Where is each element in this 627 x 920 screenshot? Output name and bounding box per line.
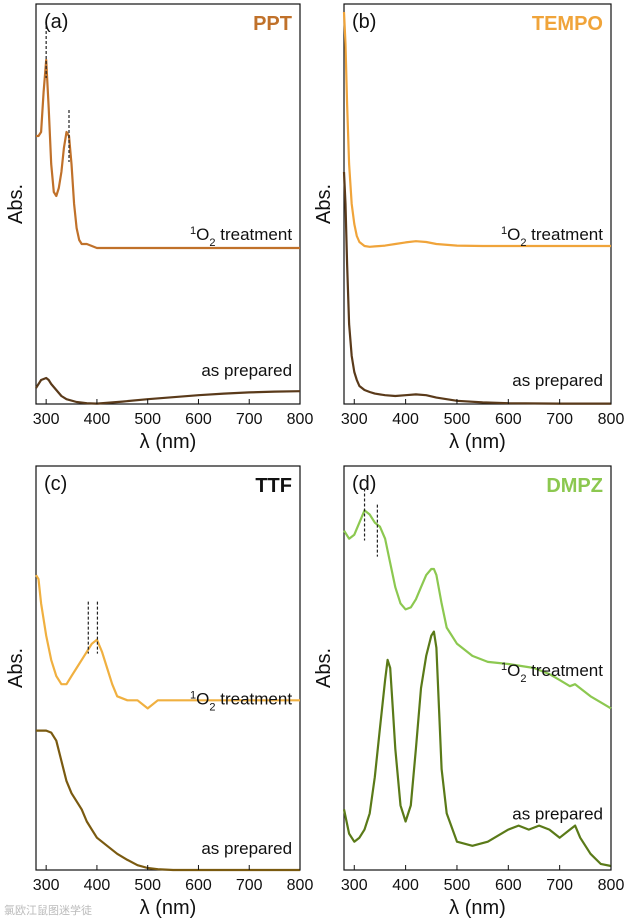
- watermark: 氯欧江鼠图迷学徒: [4, 904, 92, 917]
- x-axis-label: λ (nm): [449, 431, 506, 453]
- x-tick-label: 700: [236, 877, 263, 894]
- series-line-treatment: [35, 574, 300, 710]
- x-tick-label: 800: [598, 877, 625, 894]
- x-tick-label: 600: [495, 877, 522, 894]
- reagent-tag: TTF: [255, 475, 292, 497]
- series-label: 1O2 treatment: [190, 225, 292, 249]
- chart-panel-b: 300 400 500 600 700 800 λ (nm) Abs. (b) TEMPO 1O2 …: [313, 3, 625, 453]
- x-tick-label: 500: [134, 411, 161, 428]
- series-line-as-prepared: [36, 729, 300, 872]
- x-tick-label: 600: [185, 877, 212, 894]
- panel-label: (c): [44, 473, 67, 495]
- series-line-treatment: [342, 11, 611, 248]
- x-tick-label: 500: [444, 411, 471, 428]
- chart-panel-a: 300 400 500 600 700 800 λ (nm) Abs. (a) PPT 1O2 tr…: [5, 3, 314, 453]
- series-label: 1O2 treatment: [501, 225, 603, 249]
- x-tick-label: 600: [495, 411, 522, 428]
- chart-panel-c: 300 400 500 600 700 800 λ (nm) Abs. (c) TTF 1O2 tr…: [5, 465, 314, 919]
- reagent-tag: PPT: [253, 13, 292, 35]
- series-label: as prepared: [201, 839, 292, 858]
- x-tick-label: 300: [341, 877, 368, 894]
- series-line-as-prepared: [35, 376, 301, 405]
- x-tick-label: 800: [598, 411, 625, 428]
- y-axis-label: Abs.: [5, 184, 27, 224]
- x-tick-label: 700: [236, 411, 263, 428]
- x-tick-label: 500: [444, 877, 471, 894]
- plot-frame: [35, 3, 301, 405]
- x-tick-label: 400: [392, 411, 419, 428]
- chart-panel-d: 300 400 500 600 700 800 λ (nm) Abs. (d) DMPZ 1O2 t…: [313, 465, 625, 919]
- series-label: as prepared: [512, 371, 603, 390]
- x-axis-label: λ (nm): [449, 897, 506, 919]
- series-label: as prepared: [201, 361, 292, 380]
- x-tick-label: 400: [84, 411, 111, 428]
- plot-frame: [343, 3, 612, 405]
- series-label: as prepared: [512, 805, 603, 824]
- x-tick-label: 800: [287, 877, 314, 894]
- x-tick-label: 400: [84, 877, 111, 894]
- x-tick-label: 700: [546, 877, 573, 894]
- reagent-tag: DMPZ: [546, 475, 603, 497]
- panel-label: (b): [352, 11, 376, 33]
- series-line-treatment: [36, 58, 300, 250]
- x-tick-label: 300: [33, 877, 60, 894]
- y-axis-label: Abs.: [5, 648, 27, 688]
- y-axis-label: Abs.: [313, 648, 335, 688]
- panel-label: (a): [44, 11, 68, 33]
- panel-label: (d): [352, 473, 376, 495]
- series-line-treatment: [343, 509, 612, 710]
- x-tick-label: 800: [287, 411, 314, 428]
- x-tick-label: 700: [546, 411, 573, 428]
- x-tick-label: 600: [185, 411, 212, 428]
- x-axis-label: λ (nm): [140, 431, 197, 453]
- x-axis-label: λ (nm): [140, 897, 197, 919]
- y-axis-label: Abs.: [313, 184, 335, 224]
- x-tick-label: 500: [134, 877, 161, 894]
- series-line-as-prepared: [342, 171, 611, 405]
- series-line-as-prepared: [342, 630, 612, 868]
- x-tick-label: 400: [392, 877, 419, 894]
- plot-frame: [343, 465, 612, 871]
- x-tick-label: 300: [341, 411, 368, 428]
- x-tick-label: 300: [33, 411, 60, 428]
- series-label: 1O2 treatment: [190, 689, 292, 713]
- reagent-tag: TEMPO: [532, 13, 603, 35]
- series-label: 1O2 treatment: [501, 661, 603, 685]
